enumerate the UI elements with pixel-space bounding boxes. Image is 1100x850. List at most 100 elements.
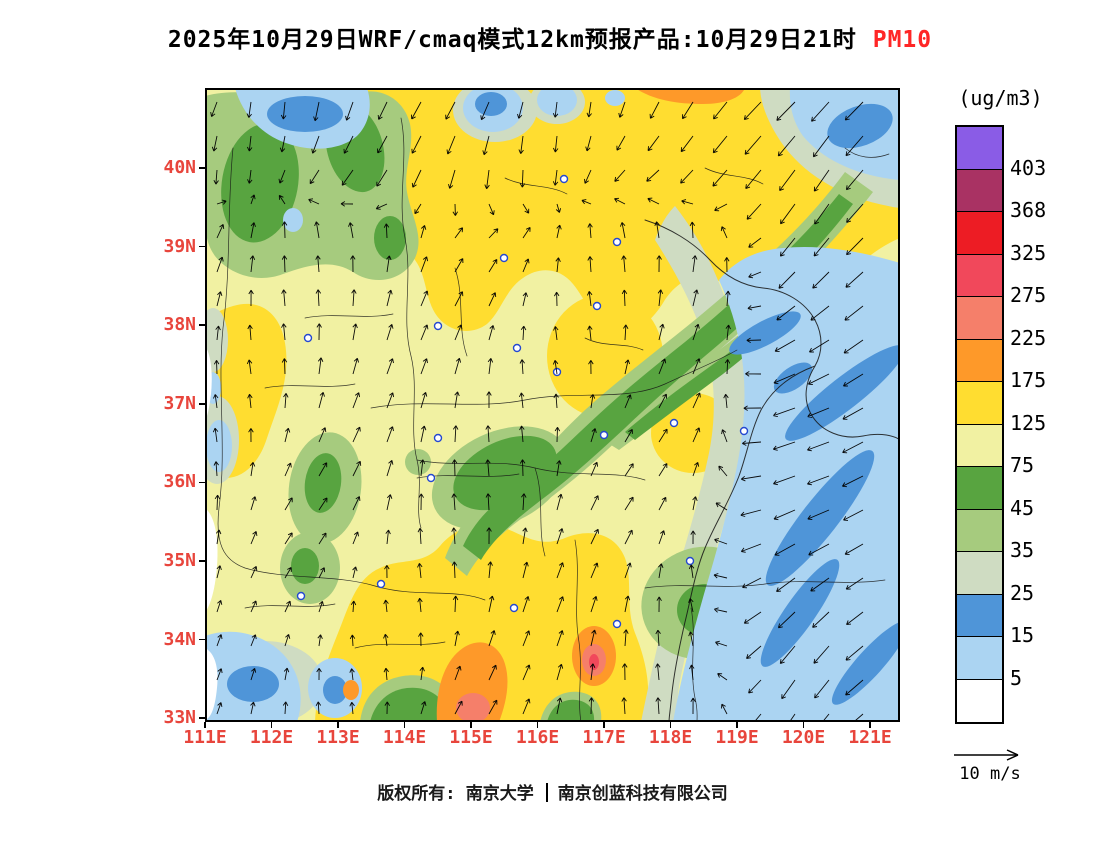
contour-region	[283, 208, 303, 232]
lon-axis-label: 121E	[848, 727, 892, 748]
lon-axis-tick	[869, 722, 871, 728]
contour-region	[436, 642, 508, 722]
lon-axis-tick	[536, 722, 539, 728]
contour-region	[831, 621, 900, 705]
contour-region	[315, 524, 649, 722]
map-area	[205, 88, 900, 722]
city-marker	[426, 473, 436, 483]
lon-axis-tick	[802, 722, 805, 728]
lon-axis-label: 111E	[183, 727, 227, 748]
contour-region	[827, 103, 893, 149]
lat-axis-label: 38N	[163, 314, 196, 336]
colorbar-tick-label: 35	[1010, 538, 1035, 562]
contour-region	[760, 559, 840, 667]
city-marker	[559, 174, 569, 184]
lat-axis-label: 40N	[163, 157, 196, 178]
colorbar-tick-label: 175	[1010, 368, 1047, 392]
colorbar-block	[957, 679, 1002, 722]
contour-region	[475, 92, 507, 116]
colorbar-block	[957, 127, 1002, 170]
wind-scale-label: 10 m/s	[959, 764, 1021, 784]
city-markers-layer	[296, 174, 749, 629]
lat-axis-label: 35N	[163, 550, 196, 571]
lon-axis-label: 113E	[316, 727, 360, 748]
city-marker	[592, 301, 602, 311]
contour-fill-layer	[205, 88, 900, 722]
city-marker	[499, 253, 509, 263]
contour-region	[605, 90, 625, 106]
colorbar-tick-label: 403	[1010, 155, 1047, 180]
contour-region	[729, 311, 801, 355]
city-marker	[739, 426, 749, 436]
city-marker	[599, 430, 609, 440]
lat-axis-label: 33N	[163, 707, 196, 729]
wind-arrows	[210, 101, 864, 722]
pollutant-label: PM10	[872, 27, 933, 53]
colorbar-block	[957, 552, 1002, 595]
lon-axis-tick	[669, 722, 672, 728]
map-frame	[205, 88, 900, 722]
contour-region	[205, 308, 228, 372]
colorbar-block	[957, 169, 1002, 212]
lat-axis-label: 34N	[163, 628, 196, 650]
copyright-footer: 版权所有: 南京大学 南京创蓝科技有限公司	[205, 779, 900, 804]
city-marker	[612, 619, 622, 629]
contour-region	[205, 508, 218, 612]
lat-axis-label: 37N	[163, 392, 196, 414]
copyright-company: 南京创蓝科技有限公司	[557, 784, 728, 804]
colorbar-block	[957, 212, 1002, 255]
colorbar-tick-label: 75	[1010, 453, 1035, 477]
copyright-owner: 版权所有: 南京大学	[377, 784, 534, 804]
city-marker	[296, 591, 306, 601]
contour-region	[773, 362, 813, 394]
colorbar-block	[957, 382, 1002, 425]
city-marker	[376, 579, 386, 589]
lon-axis-label: 119E	[715, 727, 759, 748]
city-marker	[669, 418, 679, 428]
contour-region	[456, 693, 490, 722]
contour-region	[405, 449, 431, 475]
city-marker	[433, 433, 443, 443]
page-title: 2025年10月29日WRF/cmaq模式12km预报产品:10月29日21时 P…	[0, 20, 1100, 54]
lon-axis-tick	[403, 722, 406, 728]
colorbar-tick-label: 275	[1010, 283, 1047, 307]
colorbar-tick-label: 125	[1010, 410, 1047, 435]
contour-region	[589, 654, 599, 670]
lat-axis-label: 36N	[163, 471, 196, 493]
lat-axis-label: 39N	[163, 235, 196, 257]
lon-axis-label: 112E	[249, 727, 294, 748]
wind-arrows-layer	[210, 101, 864, 722]
colorbar-tick-label: 368	[1010, 198, 1047, 222]
contour-region	[374, 216, 406, 260]
colorbar-block	[957, 509, 1002, 552]
colorbar	[955, 125, 1004, 724]
lon-axis-label: 115E	[449, 727, 493, 748]
contour-region	[206, 420, 232, 472]
contour-region	[635, 88, 745, 104]
contour-region	[537, 88, 577, 116]
lon-axis-tick	[603, 722, 605, 728]
lon-axis-tick	[270, 722, 273, 728]
city-marker	[509, 603, 519, 613]
lon-axis-tick	[337, 722, 339, 728]
lon-axis-label: 118E	[648, 727, 693, 748]
lon-axis-tick	[470, 722, 472, 728]
colorbar-block	[957, 297, 1002, 340]
lon-axis-label: 116E	[515, 727, 560, 748]
wind-scale-arrow-icon	[954, 749, 1019, 761]
contour-region	[453, 435, 557, 511]
colorbar-block	[957, 339, 1002, 382]
colorbar-tick-label: 15	[1010, 623, 1035, 647]
contour-region	[221, 123, 299, 243]
contour-region	[267, 96, 343, 132]
colorbar-block	[957, 254, 1002, 297]
lon-axis-tick	[204, 722, 206, 728]
city-marker	[303, 333, 313, 343]
city-marker	[685, 556, 695, 566]
lon-axis-label: 114E	[382, 727, 427, 748]
lon-axis-label: 117E	[582, 727, 626, 748]
city-marker	[512, 343, 522, 353]
title-text: 2025年10月29日WRF/cmaq模式12km预报产品:10月29日21时	[167, 27, 857, 53]
colorbar-tick-label: 45	[1010, 495, 1035, 520]
